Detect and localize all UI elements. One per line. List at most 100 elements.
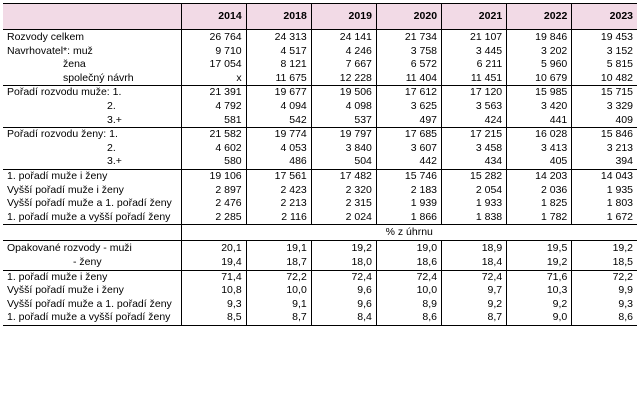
value-cell: 72,2	[245, 269, 312, 285]
value-cell: 2 183	[375, 183, 442, 198]
value-cell: 1 803	[571, 197, 637, 211]
value-cell: 409	[571, 113, 637, 128]
table-row: 2. 4 602 4 053 3 840 3 607 3 458 3 413 3 213	[3, 141, 637, 156]
table-row: Vyšší pořadí muže i ženy 2 897 2 423 2 320 2…	[3, 183, 637, 198]
value-cell: 3 213	[571, 141, 637, 156]
value-cell: 8,7	[245, 311, 312, 326]
value-cell: 1 866	[375, 210, 442, 225]
value-cell: 2 320	[310, 183, 377, 198]
value-cell: 8,6	[571, 311, 637, 326]
table-body: Rozvody celkem 26 764 24 313 24 141 21 734 21…	[3, 29, 637, 326]
value-cell: 15 985	[506, 85, 572, 100]
value-cell: 1 672	[571, 210, 637, 225]
value-cell: 5 960	[506, 58, 572, 72]
value-cell: 2 423	[245, 183, 312, 198]
value-cell: 17 561	[245, 168, 312, 184]
value-cell: 10 482	[571, 71, 637, 86]
value-cell: 72,2	[571, 269, 637, 285]
value-cell: 4 098	[310, 99, 377, 114]
value-cell: 9,3	[571, 297, 637, 312]
value-cell: 2 213	[245, 197, 312, 211]
row-label: 1. pořadí muže i ženy	[3, 168, 182, 184]
table-row: Pořadí rozvodu muže: 1. 21 391 19 677 19 50…	[3, 85, 637, 100]
value-cell: 504	[310, 155, 377, 170]
value-cell: 14 043	[571, 168, 637, 184]
value-cell: 2 116	[245, 210, 312, 225]
row-label: Vyšší pořadí muže a 1. pořadí ženy	[7, 197, 172, 210]
row-label: společný návrh	[63, 71, 134, 84]
value-cell: 14 203	[506, 168, 572, 184]
value-cell: 3 625	[375, 99, 442, 114]
value-cell: 10 679	[506, 71, 572, 86]
value-cell: 11 451	[441, 71, 507, 86]
table-header: 2014 2018 2019 2020 2021 2022 2023	[3, 3, 637, 30]
value-cell: 6 211	[441, 58, 507, 72]
value-cell: 8,6	[375, 311, 442, 326]
value-cell: 3 445	[441, 44, 507, 59]
table-row: 1. pořadí muže i ženy 71,4 72,2 72,4 72,4 72,…	[3, 269, 637, 285]
table-row: 1. pořadí muže a vyšší pořadí ženy 2 285 2…	[3, 210, 637, 225]
value-cell: 72,4	[310, 269, 377, 285]
value-cell: 1 939	[375, 197, 442, 211]
year-header-2019: 2019	[310, 3, 377, 30]
value-cell: 15 282	[441, 168, 507, 184]
value-cell: 11 675	[245, 71, 312, 86]
row-label: Navrhovatel*: muž	[7, 44, 93, 57]
value-cell: 19,2	[310, 240, 377, 256]
value-cell: 4 094	[245, 99, 312, 114]
value-cell: 3 413	[506, 141, 572, 156]
value-cell: 3 840	[310, 141, 377, 156]
value-cell: 18,6	[375, 255, 442, 270]
value-cell: 9,7	[441, 284, 507, 298]
value-cell: 19 677	[245, 85, 312, 100]
value-cell: 3 202	[506, 44, 572, 59]
divorce-statistics-table: 2014 2018 2019 2020 2021 2022 2023 Rozvody cel…	[3, 3, 637, 326]
value-cell: 8,4	[310, 311, 377, 326]
row-label: Rozvody celkem	[7, 31, 85, 43]
value-cell: 19,5	[506, 240, 572, 256]
value-cell: 2 315	[310, 197, 377, 211]
value-cell: 9,3	[180, 297, 247, 312]
value-cell: 3 329	[571, 99, 637, 114]
value-cell: 394	[571, 155, 637, 170]
value-cell: 2 476	[180, 197, 247, 211]
value-cell: 424	[441, 113, 507, 128]
value-cell: 580	[180, 155, 247, 170]
table-row: 3.+ 580 486 504 442 434 405 394	[3, 155, 637, 170]
value-cell: 24 313	[245, 29, 312, 45]
value-cell: 11 404	[375, 71, 442, 86]
row-label: Vyšší pořadí muže i ženy	[7, 284, 124, 297]
value-cell: 18,0	[310, 255, 377, 270]
value-cell: 18,5	[571, 255, 637, 270]
value-cell: 1 935	[571, 183, 637, 198]
table-row: Pořadí rozvodu ženy: 1. 21 582 19 774 19 79…	[3, 127, 637, 142]
value-cell: 9,6	[310, 297, 377, 312]
value-cell: 21 582	[180, 127, 247, 142]
year-header-2022: 2022	[506, 3, 572, 30]
table-row: 1. pořadí muže a vyšší pořadí ženy 8,5 8,7…	[3, 311, 637, 326]
value-cell: 26 764	[180, 29, 247, 45]
row-label: 1. pořadí muže a vyšší pořadí ženy	[7, 210, 171, 223]
value-cell: 18,9	[441, 240, 507, 256]
value-cell: 1 782	[506, 210, 572, 225]
value-cell: 18,7	[245, 255, 312, 270]
value-cell: 8,7	[441, 311, 507, 326]
value-cell: 17 120	[441, 85, 507, 100]
table-row: žena 17 054 8 121 7 667 6 572 6 211 5 960 5 815	[3, 58, 637, 72]
divorce-statistics-table-container: 2014 2018 2019 2020 2021 2022 2023 Rozvody cel…	[3, 3, 637, 326]
value-cell: 71,6	[506, 269, 572, 285]
value-cell: 2 054	[441, 183, 507, 198]
value-cell: 71,4	[180, 269, 247, 285]
value-cell: 15 715	[571, 85, 637, 100]
value-cell: 9,2	[506, 297, 572, 312]
value-cell: 8,9	[375, 297, 442, 312]
value-cell: 10,8	[180, 284, 247, 298]
value-cell: 3 758	[375, 44, 442, 59]
value-cell: 12 228	[310, 71, 377, 86]
year-header-2018: 2018	[245, 3, 312, 30]
value-cell: 15 746	[375, 168, 442, 184]
value-cell: 537	[310, 113, 377, 128]
value-cell: 581	[180, 113, 247, 128]
value-cell: x	[180, 71, 247, 86]
value-cell: 2 024	[310, 210, 377, 225]
